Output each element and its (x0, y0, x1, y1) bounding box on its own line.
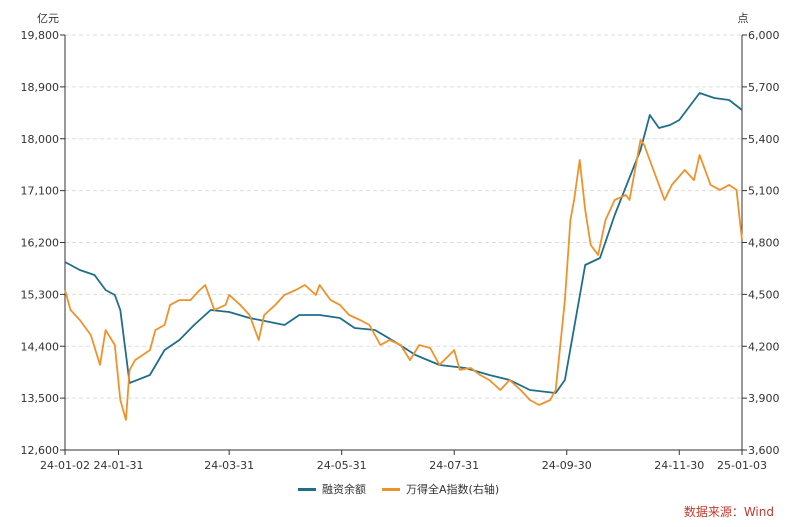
legend: 融资余额 万得全A指数(右轴) (298, 481, 499, 497)
left-tick-label: 14,400 (21, 340, 60, 353)
x-tick-label: 24-07-31 (429, 459, 479, 472)
right-tick-label: 5,700 (748, 81, 780, 94)
left-tick-label: 13,500 (21, 392, 60, 405)
right-tick-label: 6,000 (748, 29, 780, 42)
x-tick-label: 24-09-30 (542, 459, 592, 472)
legend-item-margin[interactable]: 融资余额 (298, 481, 366, 497)
legend-item-wind-a-index[interactable]: 万得全A指数(右轴) (382, 481, 499, 497)
x-tick-label: 25-01-03 (717, 459, 767, 472)
right-tick-label: 3,900 (748, 392, 780, 405)
right-tick-label: 3,600 (748, 444, 780, 457)
right-axis-unit: 点 (738, 12, 749, 25)
legend-label: 融资余额 (322, 483, 366, 496)
legend-swatch (382, 487, 400, 491)
x-tick-label: 24-01-02 (40, 459, 90, 472)
x-tick-label: 24-05-31 (317, 459, 367, 472)
right-tick-label: 5,100 (748, 185, 780, 198)
left-tick-label: 17,100 (21, 185, 60, 198)
right-tick-label: 4,200 (748, 340, 780, 353)
x-tick-label: 24-01-31 (94, 459, 144, 472)
left-tick-label: 18,900 (21, 81, 60, 94)
legend-label: 万得全A指数(右轴) (406, 483, 500, 496)
right-tick-label: 4,500 (748, 288, 780, 301)
right-tick-label: 5,400 (748, 133, 780, 146)
left-tick-label: 15,300 (21, 288, 60, 301)
source-note: 数据来源：Wind (683, 505, 774, 519)
x-tick-label: 24-03-31 (204, 459, 254, 472)
margin-balance-line (64, 92, 743, 394)
left-tick-label: 18,000 (21, 133, 60, 146)
left-tick-label: 12,600 (21, 444, 60, 457)
left-tick-label: 19,800 (21, 29, 60, 42)
dual-axis-line-chart: 亿元 点 12,600 3,600 13,500 3,900 14,400 4,200 15… (21, 12, 780, 472)
right-tick-label: 4,800 (748, 237, 780, 250)
left-tick-label: 16,200 (21, 237, 60, 250)
x-tick-label: 24-11-30 (654, 459, 704, 472)
left-axis-unit: 亿元 (37, 12, 59, 25)
wind-a-index-line (64, 139, 743, 421)
legend-swatch (298, 487, 316, 491)
